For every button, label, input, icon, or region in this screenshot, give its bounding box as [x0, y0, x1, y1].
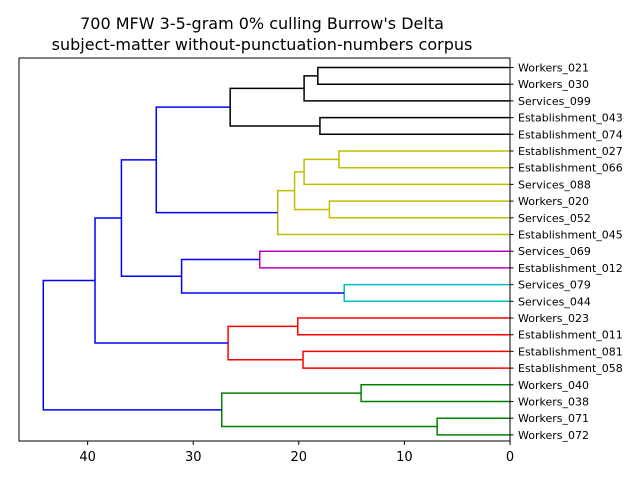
leaf-label-0: Workers_021: [518, 62, 589, 75]
dendrogram-link-13: [120, 159, 182, 277]
leaf-label-8: Workers_020: [518, 195, 589, 208]
chart-title-line-2: subject-matter without-punctuation-numbe…: [52, 35, 473, 54]
leaf-label-17: Establishment_081: [518, 345, 623, 358]
dendrogram-link-0: [317, 66, 510, 85]
leaf-label-20: Workers_038: [518, 396, 589, 409]
dendrogram-link-12: [180, 258, 345, 294]
dendrogram-link-17: [94, 217, 229, 344]
x-tick-label-1: 30: [185, 450, 202, 465]
dendrogram-link-11: [343, 283, 510, 303]
x-tick-label-2: 20: [291, 450, 308, 465]
leaf-label-6: Establishment_066: [518, 162, 623, 175]
dendrogram-link-6: [328, 200, 510, 219]
dendrogram-link-10: [258, 250, 510, 269]
x-axis-ticks: 40 30 20 10 0: [79, 441, 514, 465]
leaf-label-13: Services_079: [518, 279, 591, 292]
chart-title-line-1: 700 MFW 3-5-gram 0% culling Burrow's Del…: [80, 14, 444, 33]
dendrogram-link-14: [297, 317, 510, 336]
leaf-label-10: Establishment_045: [518, 229, 623, 242]
leaf-label-11: Services_069: [518, 245, 591, 258]
plot-frame: [18, 57, 511, 442]
leaf-label-15: Workers_023: [518, 312, 589, 325]
leaf-label-22: Workers_072: [518, 429, 589, 442]
leaf-label-18: Establishment_058: [518, 362, 623, 375]
dendrogram-link-20: [220, 392, 438, 428]
leaf-label-7: Services_088: [518, 178, 591, 191]
leaf-label-9: Services_052: [518, 212, 591, 225]
leaf-label-16: Establishment_011: [518, 329, 623, 342]
dendrogram-link-3: [229, 87, 320, 127]
dendrogram-link-9: [155, 106, 278, 214]
leaf-label-12: Establishment_012: [518, 262, 623, 275]
dendrogram-link-15: [302, 350, 510, 369]
leaf-label-4: Establishment_074: [518, 128, 623, 141]
leaf-label-5: Establishment_027: [518, 145, 623, 158]
leaf-label-2: Services_099: [518, 95, 591, 108]
dendrogram-link-4: [338, 150, 510, 169]
x-tick-label-3: 10: [396, 450, 413, 465]
dendrogram-link-1: [303, 75, 510, 102]
leaf-label-19: Workers_040: [518, 379, 589, 392]
dendrogram-link-7: [293, 171, 330, 211]
dendrogram-link-2: [319, 116, 510, 136]
dendrogram-link-19: [436, 417, 510, 436]
dendrogram-link-21: [42, 279, 222, 411]
leaf-label-14: Services_044: [518, 295, 591, 308]
dendrogram-link-5: [303, 158, 510, 186]
x-tick-label-0: 40: [79, 450, 96, 465]
leaf-label-21: Workers_071: [518, 412, 589, 425]
dendrogram-link-8: [276, 189, 510, 236]
leaf-labels: Workers_021 Workers_030 Services_099 Establ…: [510, 62, 623, 442]
leaf-label-3: Establishment_043: [518, 112, 623, 125]
dendrogram-link-16: [227, 325, 304, 361]
dendrogram-link-18: [360, 384, 510, 403]
x-tick-label-4: 0: [506, 450, 514, 465]
dendrogram-links: [42, 66, 510, 436]
leaf-label-1: Workers_030: [518, 78, 589, 91]
